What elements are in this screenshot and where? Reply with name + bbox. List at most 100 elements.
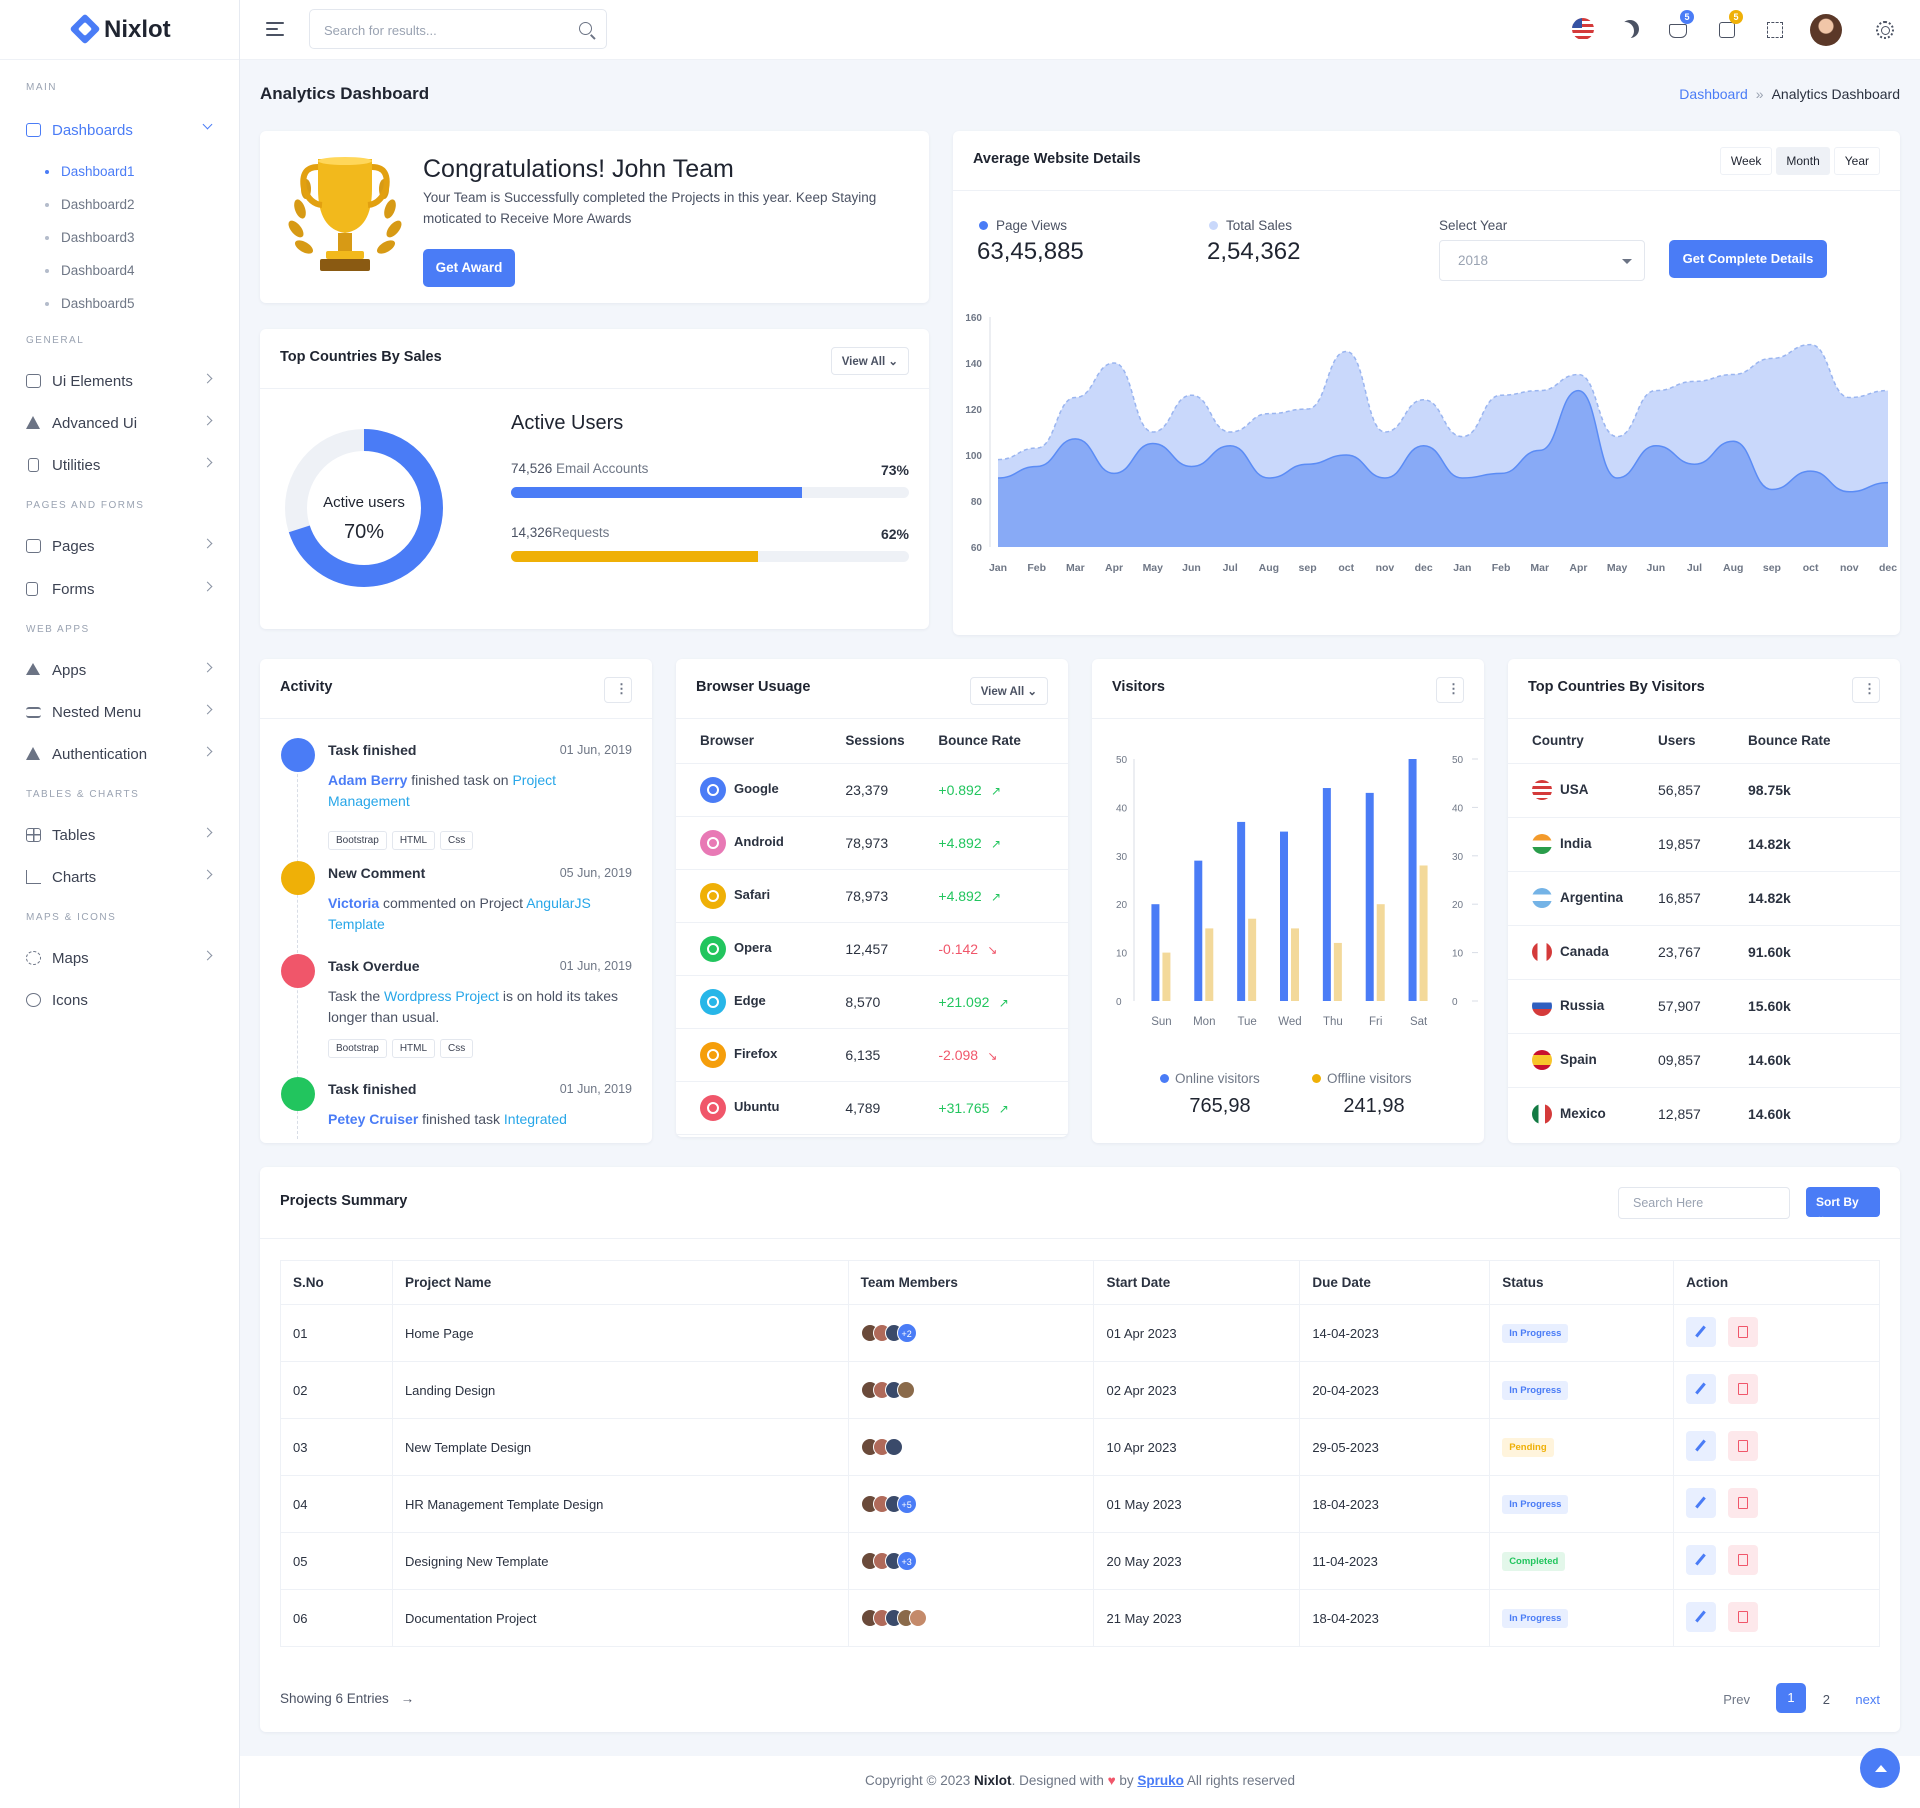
breadcrumb-home[interactable]: Dashboard — [1679, 86, 1748, 102]
settings-gear-icon[interactable] — [1876, 21, 1894, 39]
sidebar-item-ui-elements[interactable]: Ui Elements — [0, 362, 239, 400]
cart-icon[interactable]: 5 — [1669, 10, 1694, 38]
sidebar-item-dashboards[interactable]: Dashboards — [0, 111, 239, 149]
bar-online — [1280, 831, 1288, 1001]
sidebar-item-authentication[interactable]: Authentication — [0, 735, 239, 773]
delete-button[interactable] — [1728, 1316, 1759, 1347]
sidebar-item-label: Authentication — [52, 745, 148, 763]
tab-week[interactable]: Week — [1719, 147, 1773, 175]
start-date-cell: 20 May 2023 — [1093, 1532, 1301, 1590]
brand-logo[interactable]: Nixlot — [0, 0, 239, 60]
status-badge: Completed — [1502, 1551, 1566, 1571]
sidebar-sub-dashboard2[interactable]: Dashboard2 — [45, 197, 135, 212]
get-award-button[interactable]: Get Award — [423, 249, 515, 287]
search-input[interactable]: Search for results... — [309, 9, 607, 49]
activity-link[interactable]: Wordpress Project — [384, 988, 499, 1004]
pagination-page-2[interactable]: 2 — [1822, 1692, 1830, 1707]
country-name: USA — [1560, 781, 1589, 797]
users-cell: 56,857 — [1658, 782, 1701, 798]
sidebar-item-nested-menu[interactable]: Nested Menu — [0, 693, 239, 731]
sidebar-sub-dashboard5[interactable]: Dashboard5 — [45, 296, 135, 311]
footer-text: by — [1115, 1773, 1138, 1788]
sidebar-sub-dashboard1[interactable]: Dashboard1 — [45, 164, 135, 179]
delete-button[interactable] — [1728, 1601, 1759, 1632]
status-badge: In Progress — [1502, 1608, 1569, 1628]
sort-by-button[interactable]: Sort By ⌄ — [1806, 1187, 1880, 1223]
activity-text: Task the Wordpress Project is on hold it… — [328, 986, 628, 1028]
email-accounts-label: 74,526 Email Accounts — [511, 461, 649, 476]
activity-link[interactable]: AngularJS Template — [328, 895, 591, 932]
more-options-icon[interactable] — [1852, 677, 1880, 703]
x-tick-label: Jan — [1453, 562, 1471, 574]
scroll-top-button[interactable] — [1860, 1748, 1900, 1788]
project-search-input[interactable]: Search Here — [1618, 1187, 1790, 1219]
get-complete-details-button[interactable]: Get Complete Details — [1669, 240, 1827, 278]
team-members-cell: +5 — [848, 1475, 1095, 1533]
footer-author-link[interactable]: Spruko — [1137, 1773, 1184, 1788]
view-all-button[interactable]: View All ⌄ — [969, 677, 1048, 705]
sidebar-sub-dashboard4[interactable]: Dashboard4 — [45, 263, 135, 278]
us-flag-icon[interactable] — [1572, 18, 1594, 40]
bounce-rate-value: -2.098 — [938, 1046, 979, 1063]
view-all-button[interactable]: View All ⌄ — [830, 347, 909, 375]
sidebar-item-forms[interactable]: Forms — [0, 570, 239, 608]
activity-link[interactable]: Project Management — [328, 772, 557, 809]
country-cell: USA — [1508, 763, 1658, 817]
notification-icon[interactable]: 5 — [1719, 10, 1743, 38]
delete-button[interactable] — [1728, 1544, 1759, 1575]
activity-user[interactable]: Petey Cruiser — [328, 1111, 419, 1127]
requests-label: 14,326Requests — [511, 525, 610, 540]
pagination-prev[interactable]: Prev — [1723, 1692, 1750, 1707]
country-name: India — [1560, 835, 1592, 851]
flag-ru-icon — [1532, 996, 1552, 1016]
sidebar-item-maps[interactable]: Maps — [0, 939, 239, 977]
avatar-more: +3 — [896, 1551, 917, 1571]
menu-toggle-icon[interactable] — [266, 22, 284, 36]
more-options-icon[interactable] — [1436, 677, 1464, 703]
delete-button[interactable] — [1728, 1373, 1759, 1404]
sidebar-item-utilities[interactable]: Utilities — [0, 446, 239, 484]
activity-date: 01 Jun, 2019 — [559, 1082, 632, 1096]
y-tick-label: 60 — [971, 543, 983, 554]
browser-cell: Ubuntu — [676, 1081, 845, 1134]
edit-button[interactable] — [1686, 1544, 1717, 1575]
more-options-icon[interactable] — [604, 677, 632, 703]
y-tick-label-right: 20 — [1452, 900, 1464, 911]
sidebar-item-charts[interactable]: Charts — [0, 858, 239, 896]
fullscreen-icon[interactable] — [1767, 22, 1783, 38]
sidebar-item-icons[interactable]: Icons — [0, 981, 239, 1019]
moon-icon[interactable] — [1621, 20, 1639, 38]
pagination-page-1[interactable]: 1 — [1776, 1683, 1806, 1713]
sidebar-item-tables[interactable]: Tables — [0, 816, 239, 854]
edit-button[interactable] — [1686, 1487, 1717, 1518]
users-cell: 19,857 — [1658, 836, 1701, 852]
sidebar-item-advanced-ui[interactable]: Advanced Ui — [0, 404, 239, 442]
edit-button[interactable] — [1686, 1601, 1717, 1632]
notification-badge: 5 — [1729, 10, 1743, 24]
sidebar-item-pages[interactable]: Pages — [0, 527, 239, 565]
tab-year[interactable]: Year — [1833, 147, 1880, 175]
column-header: Browser — [700, 733, 755, 749]
edit-button[interactable] — [1686, 1316, 1717, 1347]
delete-button[interactable] — [1728, 1430, 1759, 1461]
tab-month[interactable]: Month — [1776, 147, 1830, 175]
sidebar-item-apps[interactable]: Apps — [0, 651, 239, 689]
activity-user[interactable]: Victoria — [328, 895, 380, 911]
pagination-next[interactable]: next — [1855, 1692, 1880, 1707]
edit-button[interactable] — [1686, 1430, 1717, 1461]
edit-button[interactable] — [1686, 1373, 1717, 1404]
activity-link[interactable]: Integrated — [503, 1111, 567, 1127]
user-avatar[interactable] — [1810, 14, 1842, 46]
x-tick-label: Apr — [1569, 562, 1587, 574]
x-tick-label: dec — [1879, 562, 1897, 574]
top-countries-visitors-card: Top Countries By Visitors Country Users … — [1508, 659, 1900, 1143]
activity-user[interactable]: Adam Berry — [328, 772, 408, 788]
sidebar-sub-dashboard3[interactable]: Dashboard3 — [45, 230, 135, 245]
delete-button[interactable] — [1728, 1487, 1759, 1518]
chevron-right-icon — [202, 869, 213, 880]
year-select[interactable]: 2018 — [1439, 240, 1645, 281]
search-icon[interactable] — [579, 22, 592, 35]
column-header: Project Name — [392, 1260, 849, 1305]
sidebar-item-label: Tables — [52, 826, 96, 844]
requests-progress — [511, 551, 909, 562]
